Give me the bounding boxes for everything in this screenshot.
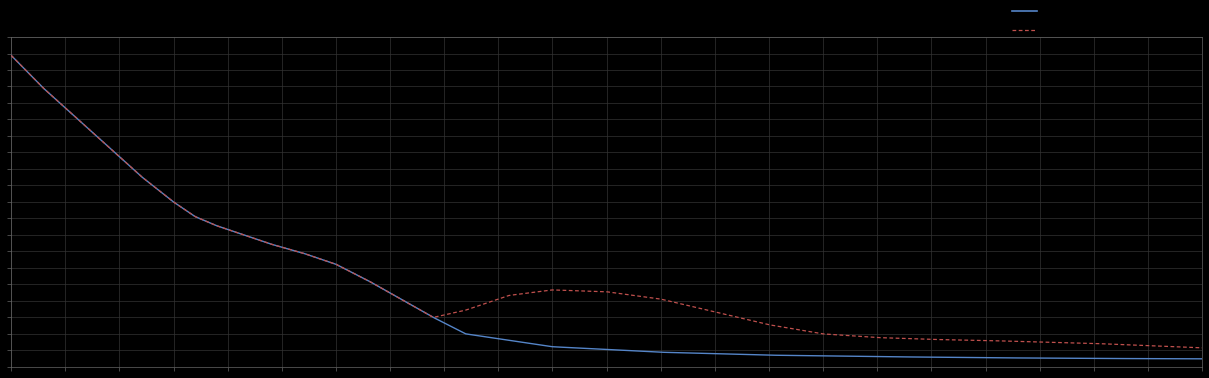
Legend: , : , xyxy=(1008,2,1048,39)
